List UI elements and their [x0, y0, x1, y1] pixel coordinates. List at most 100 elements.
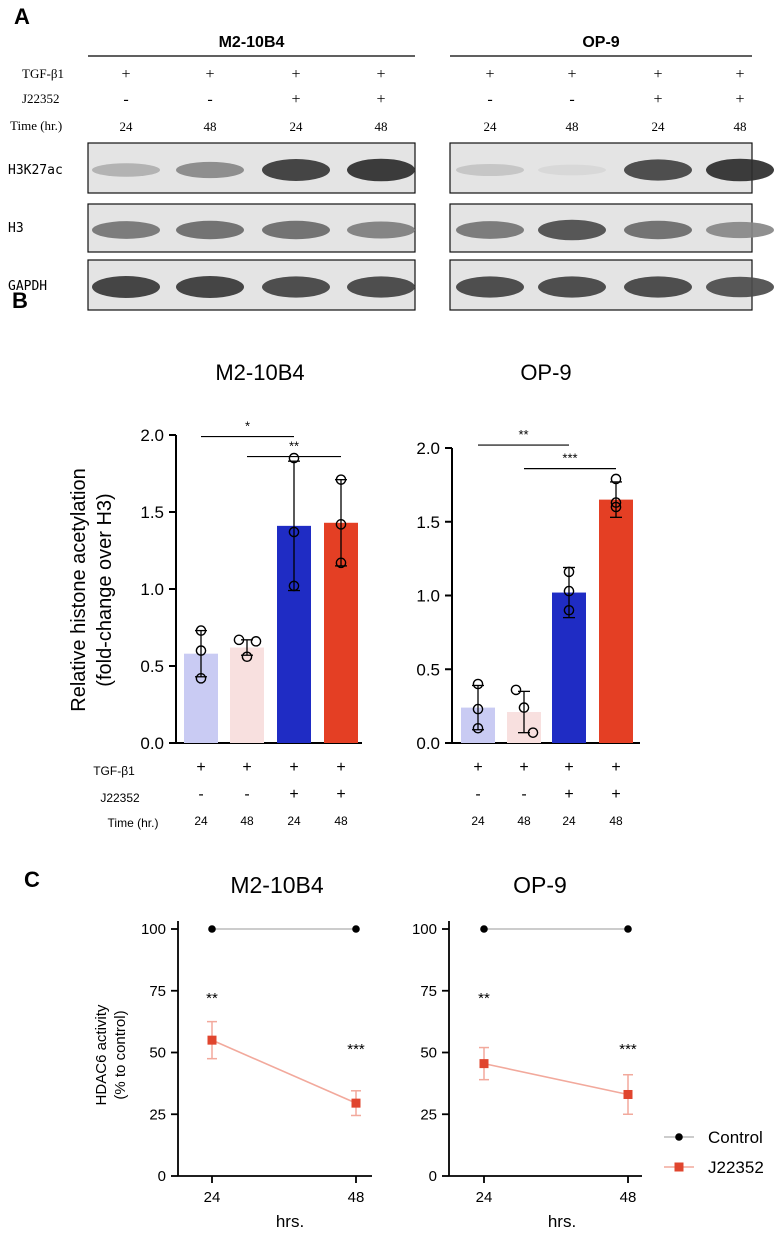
band-label-h3: H3 [8, 221, 24, 236]
row-label-tgf: TGF-β1 [22, 66, 64, 81]
blot-tgf-sign: + [121, 66, 130, 83]
y-tick-label: 100 [141, 921, 166, 938]
bar-tgf-sign: + [564, 759, 573, 776]
blot-band [456, 221, 524, 239]
blot-j22352-sign: + [653, 91, 662, 108]
bar-tgf-sign: + [473, 759, 482, 776]
panel-a-letter: A [14, 4, 30, 29]
data-point-j22352 [351, 1098, 361, 1108]
blot-band [92, 163, 160, 177]
blot-band [176, 276, 244, 298]
bar-chart-title: M2-10B4 [215, 360, 304, 385]
bar-j22352-sign: + [611, 786, 620, 803]
blot-j22352-sign: + [735, 91, 744, 108]
bar-time-label: 48 [609, 814, 623, 828]
blot-band [706, 276, 774, 298]
blot-band [624, 276, 692, 298]
blot-band [456, 276, 524, 298]
blot-j22352-sign: - [487, 91, 492, 108]
series-line-j22352 [211, 1039, 357, 1104]
panel-c-letter: C [24, 867, 40, 892]
y-tick-label: 0.5 [140, 657, 164, 676]
bar-y-axis-label: Relative histone acetylation [68, 468, 90, 711]
data-point [335, 519, 347, 530]
blot-band [347, 158, 415, 182]
x-tick-label: 48 [620, 1189, 637, 1206]
blot-tgf-sign: + [653, 66, 662, 83]
y-tick-label: 2.0 [416, 439, 440, 458]
y-tick-label: 75 [420, 983, 437, 1000]
blot-time-label: 48 [734, 119, 747, 134]
y-tick-label: 1.5 [140, 503, 164, 522]
data-point [241, 651, 253, 663]
data-point [610, 473, 622, 485]
data-point [335, 557, 347, 569]
panel-b-letter: B [12, 288, 28, 313]
blot-tgf-sign: + [567, 66, 576, 83]
bar-j22352-sign: + [289, 786, 298, 803]
row-label-j22352: J22352 [22, 91, 60, 106]
blot-band [706, 158, 774, 182]
bar-j22352-sign: + [564, 786, 573, 803]
y-tick-label: 1.0 [140, 580, 164, 599]
legend-label-j22352: J22352 [708, 1158, 764, 1177]
blot-band [706, 221, 774, 239]
data-point [472, 678, 484, 690]
y-tick-label: 2.0 [140, 426, 164, 445]
line-chart-title: OP-9 [513, 872, 567, 898]
blot-band [262, 159, 330, 181]
blot-tgf-sign: + [485, 66, 494, 83]
data-point [527, 727, 539, 738]
y-tick-label: 75 [149, 983, 166, 1000]
data-point [563, 604, 575, 616]
data-point [195, 625, 207, 636]
bar-time-label: 48 [334, 814, 348, 828]
blot-time-label: 48 [566, 119, 579, 134]
y-tick-label: 0 [429, 1168, 437, 1185]
blot-band [538, 276, 606, 298]
data-point [518, 702, 530, 713]
blot-tgf-sign: + [376, 66, 385, 83]
line-x-axis-label: hrs. [548, 1212, 576, 1231]
blot-time-label: 24 [652, 119, 666, 134]
data-point [288, 452, 300, 464]
significance-label: ** [478, 990, 490, 1007]
data-point [233, 634, 245, 646]
blot-time-label: 24 [484, 119, 498, 134]
blot-tgf-sign: + [291, 66, 300, 83]
blot-band [176, 220, 244, 240]
series-line-j22352 [483, 1062, 629, 1096]
blot-tgf-sign: + [205, 66, 214, 83]
data-point [610, 501, 622, 513]
blot-j22352-sign: - [569, 91, 574, 108]
bar-tgf-sign: + [519, 759, 528, 776]
bar-row-label-j22352: J22352 [100, 791, 140, 805]
significance-label: ** [289, 439, 299, 454]
blot-band [624, 159, 692, 181]
bar-time-label: 24 [287, 814, 301, 828]
bar-tgf-sign: + [289, 759, 298, 776]
data-point [288, 526, 300, 538]
y-tick-label: 50 [420, 1045, 437, 1062]
blot-j22352-sign: - [123, 91, 128, 108]
bar-row-label-tgf: TGF-β1 [93, 764, 135, 778]
blot-band [176, 161, 244, 179]
significance-label: ** [206, 990, 218, 1007]
blot-band [92, 221, 160, 239]
data-point-control [352, 925, 360, 933]
line-x-axis-label: hrs. [276, 1212, 304, 1231]
bar-time-label: 24 [194, 814, 208, 828]
blot-title-m2-10b4: M2-10B4 [219, 34, 285, 51]
blot-j22352-sign: + [291, 91, 300, 108]
data-point-j22352 [207, 1035, 217, 1045]
blot-band [262, 276, 330, 298]
blot-title-op-9: OP-9 [582, 34, 619, 51]
significance-label: *** [619, 1041, 637, 1058]
blot-band [456, 163, 524, 177]
bar-j22352-sign: - [521, 786, 526, 803]
data-point-j22352 [479, 1059, 489, 1069]
line-y-axis-label-line2: (% to control) [112, 1010, 129, 1099]
line-y-axis-label: HDAC6 activity [93, 1004, 110, 1105]
data-point [563, 566, 575, 578]
bar-j22352-sign: + [336, 786, 345, 803]
